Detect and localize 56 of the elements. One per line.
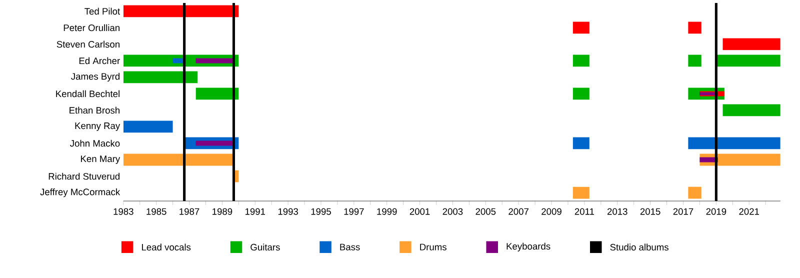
bar (572, 22, 590, 34)
bar (123, 154, 234, 166)
x-tick-label: 1989 (212, 208, 232, 216)
y-tick-label: John Macko (70, 140, 120, 147)
y-tick-label: Richard Stuverud (48, 173, 120, 180)
bar (123, 6, 239, 18)
bar (196, 88, 239, 100)
x-tick-label: 2003 (442, 208, 463, 216)
x-tick-label: 1987 (180, 208, 200, 216)
bar (572, 187, 590, 199)
x-tick-label: 2001 (410, 208, 430, 216)
legend-label: Studio albums (610, 244, 668, 251)
y-tick-label: Ted Pilot (84, 8, 120, 15)
bar (688, 55, 702, 67)
bar (688, 187, 702, 199)
x-tick-label: 2013 (607, 208, 628, 216)
x-tick-label: 2011 (574, 208, 594, 216)
y-tick-label: Jeffrey McCormack (40, 188, 120, 198)
bar (688, 138, 780, 150)
bar (716, 55, 780, 67)
bar (572, 55, 590, 67)
x-tick-label: 2005 (476, 208, 496, 216)
x-tick-label: 2021 (739, 208, 760, 216)
y-tick-label: Ed Archer (79, 58, 120, 64)
y-tick-label: Kenny Ray (75, 122, 120, 132)
x-tick-label: 2015 (640, 208, 660, 216)
bar (722, 38, 780, 50)
legend-label: Lead vocals (142, 244, 191, 251)
x-tick-label: 1999 (377, 208, 397, 216)
y-tick-label: Steven Carlson (56, 41, 120, 48)
x-tick-label: 1991 (245, 208, 266, 216)
bar (123, 121, 173, 133)
legend-label: Bass (340, 244, 360, 251)
y-tick-label: Ethan Brosh (70, 107, 120, 114)
legend-label: Drums (420, 244, 446, 251)
x-tick-label: 1985 (146, 208, 166, 216)
x-tick-label: 2009 (542, 208, 562, 216)
x-tick-label: 2017 (673, 208, 694, 216)
legend-label: Keyboards (506, 243, 550, 252)
x-tick-label: 1983 (114, 208, 134, 216)
y-tick-label: Ken Mary (81, 156, 120, 164)
y-tick-label: James Byrd (71, 73, 120, 82)
bar (700, 154, 780, 166)
bar (572, 138, 590, 150)
x-tick-label: 1995 (311, 208, 331, 216)
bar (722, 104, 780, 116)
x-tick-label: 2019 (706, 208, 726, 216)
y-tick-label: Kendall Bechtel (56, 90, 120, 98)
bar (196, 58, 234, 64)
x-tick-label: 1997 (344, 208, 364, 216)
bar (572, 88, 590, 100)
x-tick-label: 1993 (278, 208, 298, 216)
bar (123, 72, 198, 84)
y-tick-label: Peter Orullian (64, 24, 120, 32)
x-tick-label: 2007 (508, 208, 528, 216)
legend-label: Guitars (250, 244, 280, 251)
